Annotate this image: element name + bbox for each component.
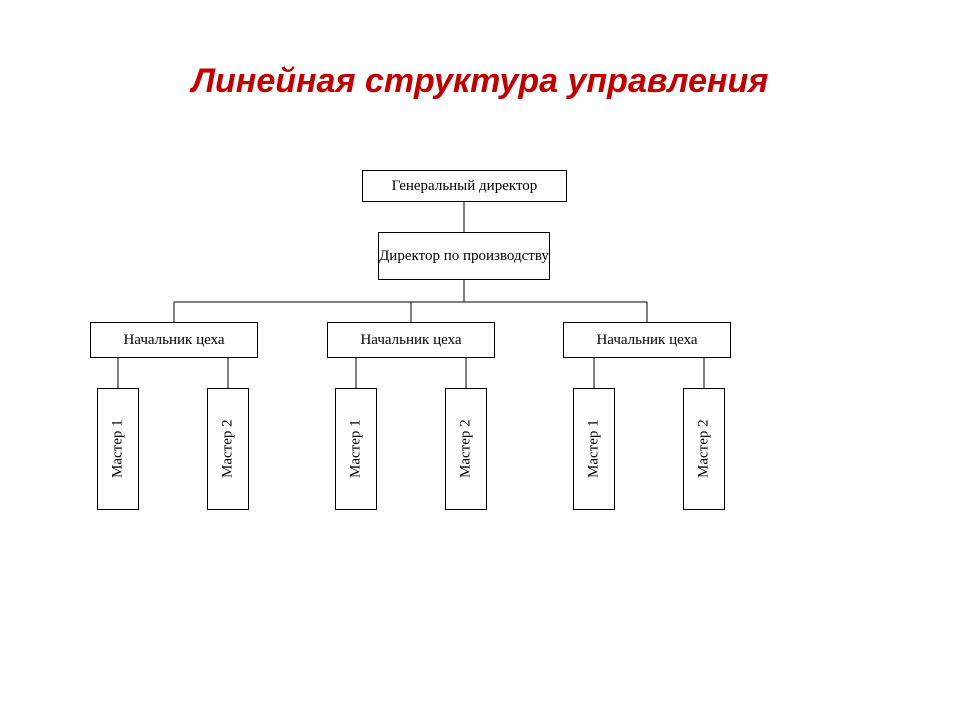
node-master-1c: Мастер 1 xyxy=(573,388,615,510)
node-shop-head-1: Начальник цеха xyxy=(90,322,258,358)
node-master-2b: Мастер 2 xyxy=(445,388,487,510)
node-master-2c: Мастер 2 xyxy=(683,388,725,510)
node-shop-head-3: Начальник цеха xyxy=(563,322,731,358)
page-title: Линейная структура управления xyxy=(0,62,960,101)
node-general-director: Генеральный директор xyxy=(362,170,567,202)
node-master-1b: Мастер 1 xyxy=(335,388,377,510)
node-production-director: Директор по производству xyxy=(378,232,550,280)
org-chart: Генеральный директор Директор по произво… xyxy=(85,170,845,590)
node-shop-head-2: Начальник цеха xyxy=(327,322,495,358)
node-master-2a: Мастер 2 xyxy=(207,388,249,510)
node-master-1a: Мастер 1 xyxy=(97,388,139,510)
